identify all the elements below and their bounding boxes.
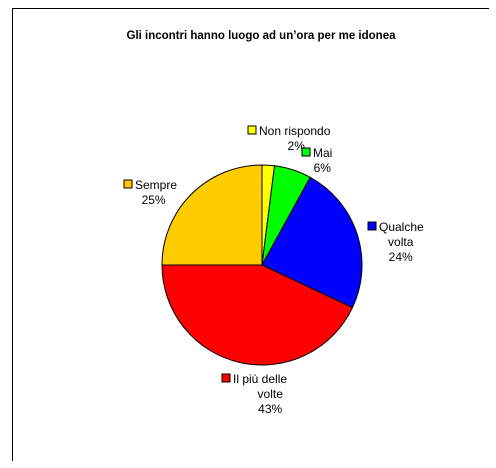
pie-slice-qualche-volta bbox=[261, 176, 363, 309]
legend-key-qualche-volta bbox=[367, 221, 377, 231]
pie-chart: Gli incontri hanno luogo ad un’ora per m… bbox=[123, 30, 424, 416]
category-label-sempre: Sempre bbox=[135, 178, 177, 192]
legend-key-sempre bbox=[123, 179, 133, 189]
chart-title: Gli incontri hanno luogo ad un’ora per m… bbox=[127, 30, 397, 42]
value-label-il-pi-delle-volte: 43% bbox=[258, 402, 282, 416]
category-label-il-pi-delle-volte: volte bbox=[258, 387, 284, 401]
slice-group bbox=[161, 164, 363, 366]
legend-key-non-rispondo bbox=[247, 125, 257, 135]
pie-slice-il-pi-delle-volte bbox=[161, 264, 354, 366]
legend-key-il-pi-delle-volte bbox=[221, 373, 231, 383]
chart-frame: Gli incontri hanno luogo ad un’ora per m… bbox=[12, 8, 489, 461]
pie-slice-sempre bbox=[161, 164, 263, 266]
value-label-sempre: 25% bbox=[142, 193, 166, 207]
category-label-qualche-volta: Qualche bbox=[379, 220, 424, 234]
value-label-qualche-volta: 24% bbox=[389, 250, 413, 264]
category-label-mai: Mai bbox=[313, 146, 332, 160]
category-label-qualche-volta: volta bbox=[388, 235, 414, 249]
category-label-non-rispondo: Non rispondo bbox=[259, 124, 331, 138]
value-label-mai: 6% bbox=[314, 161, 332, 175]
category-label-il-pi-delle-volte: Il più delle bbox=[233, 372, 287, 386]
legend-key-mai bbox=[301, 147, 311, 157]
value-label-non-rispondo: 2% bbox=[288, 139, 306, 153]
